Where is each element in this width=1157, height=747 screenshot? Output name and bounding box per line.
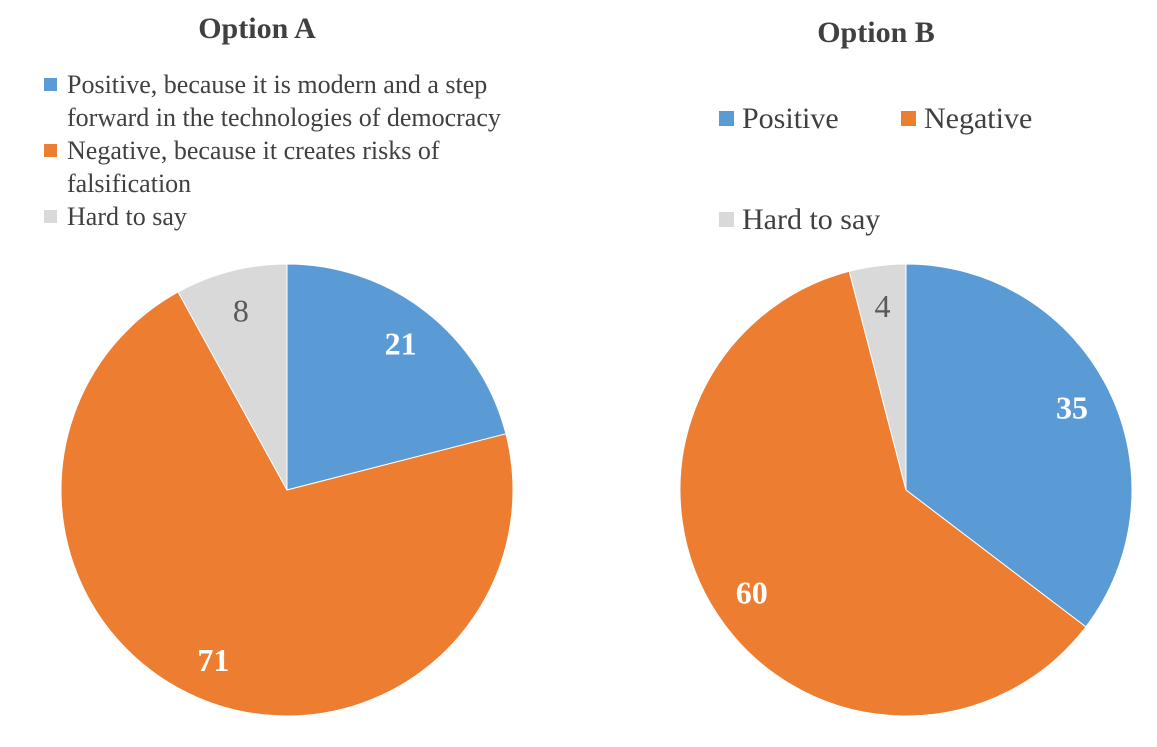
chart-b-pie: 35 60 4	[680, 264, 1132, 716]
legend-label-hard-to-say: Hard to say	[742, 202, 881, 236]
legend-item-positive: Positive, because it is modern and a ste…	[44, 68, 541, 134]
legend-swatch-positive	[44, 78, 57, 91]
legend-label-negative: Negative	[924, 101, 1033, 135]
legend-label-negative: Negative, because it creates risks of fa…	[67, 136, 440, 198]
pie-data-label: 35	[1056, 390, 1088, 426]
pie-slice	[848, 264, 907, 491]
chart-a-legend: Positive, because it is modern and a ste…	[44, 68, 541, 234]
legend-swatch-positive	[719, 111, 734, 126]
pie-slice	[680, 270, 1087, 716]
pie-slice	[286, 264, 507, 491]
legend-item-negative: Negative	[901, 101, 1033, 135]
legend-label-positive: Positive, because it is modern and a ste…	[67, 70, 501, 132]
legend-item-positive: Positive	[719, 101, 839, 135]
pie-data-label: 8	[233, 293, 249, 329]
legend-item-hard-to-say: Hard to say	[719, 202, 881, 236]
chart-a-pie: 21 71 8	[61, 264, 513, 716]
chart-a-title: Option A	[198, 12, 316, 45]
pie-slice	[905, 264, 1132, 628]
legend-swatch-negative	[901, 111, 916, 126]
legend-swatch-hard-to-say	[719, 212, 734, 227]
legend-swatch-negative	[44, 144, 57, 157]
pie-data-label: 21	[385, 326, 417, 362]
legend-label-hard-to-say: Hard to say	[67, 202, 187, 231]
legend-label-positive: Positive	[742, 101, 839, 135]
pie-slice	[177, 264, 288, 491]
pie-slice	[61, 291, 513, 716]
pie-data-label: 60	[736, 575, 768, 611]
legend-item-negative: Negative, because it creates risks of fa…	[44, 134, 541, 200]
legend-swatch-hard-to-say	[44, 210, 57, 223]
pie-data-label: 71	[197, 642, 229, 678]
legend-item-hard-to-say: Hard to say	[44, 200, 541, 233]
chart-b-title: Option B	[817, 16, 935, 49]
pie-data-label: 4	[875, 288, 891, 324]
